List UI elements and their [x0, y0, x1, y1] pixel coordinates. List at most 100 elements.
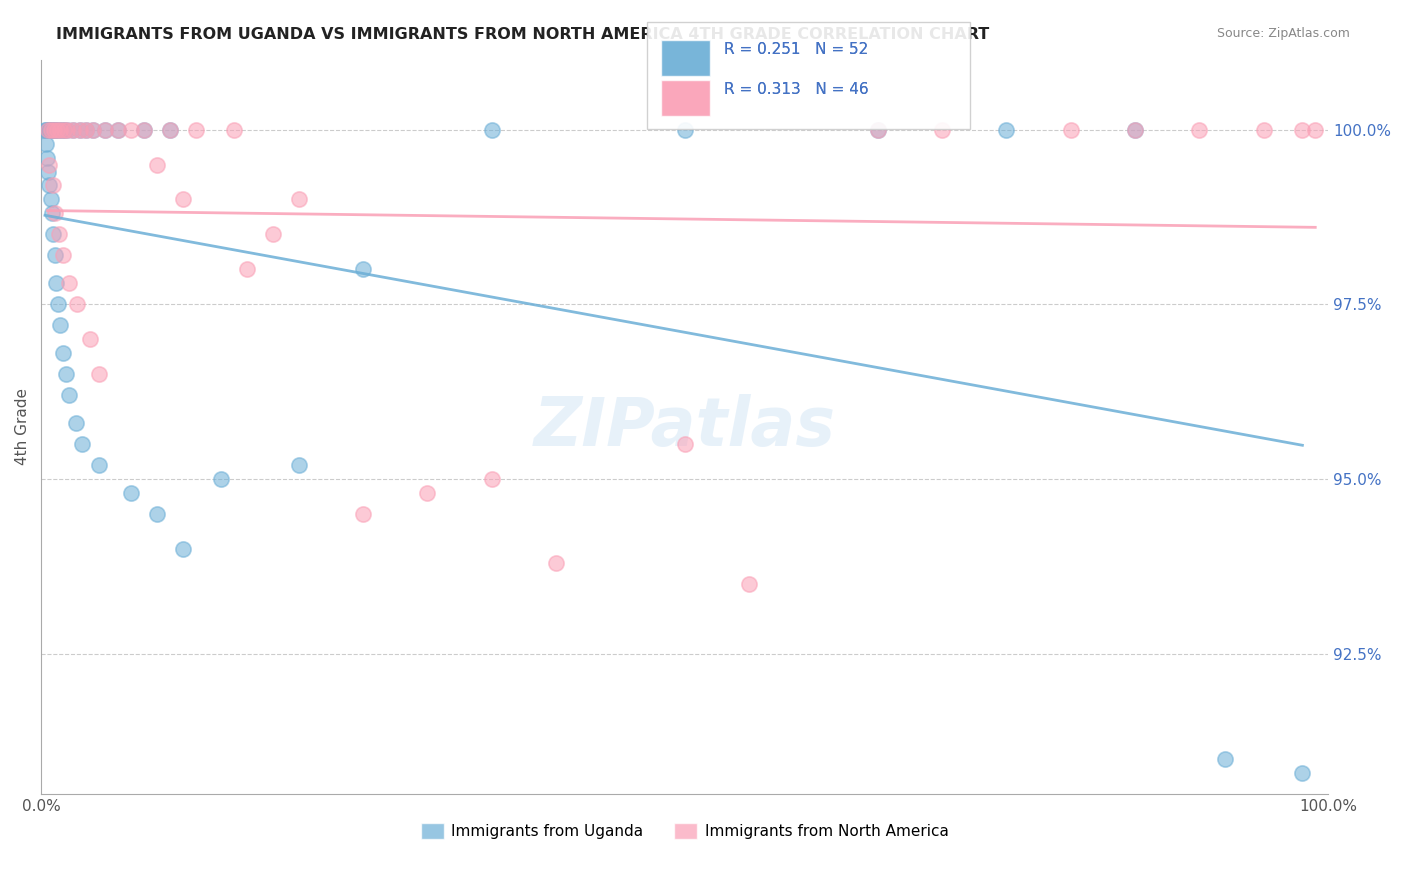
- Point: [42, 122, 65, 136]
- Point: [1188, 122, 1211, 136]
- Point: [41, 178, 63, 193]
- Point: [184, 122, 207, 136]
- Point: [62, 122, 84, 136]
- Point: [1123, 122, 1146, 136]
- Point: [287, 458, 309, 473]
- Point: [209, 472, 232, 486]
- Point: [995, 122, 1018, 136]
- Point: [159, 122, 181, 136]
- Point: [172, 193, 194, 207]
- Point: [41, 206, 63, 220]
- Point: [481, 472, 503, 486]
- Point: [44, 206, 66, 220]
- Point: [44, 122, 66, 136]
- Point: [35, 122, 58, 136]
- Point: [56, 122, 79, 136]
- Point: [34, 122, 56, 136]
- Point: [55, 368, 77, 382]
- Point: [416, 486, 439, 500]
- Point: [1291, 122, 1313, 136]
- Point: [1060, 122, 1083, 136]
- Point: [79, 332, 101, 346]
- Point: [49, 318, 72, 333]
- Point: [673, 122, 696, 136]
- Point: [146, 157, 169, 171]
- Point: [38, 157, 60, 171]
- Point: [69, 122, 91, 136]
- Point: [1253, 122, 1275, 136]
- Point: [146, 507, 169, 521]
- Point: [107, 122, 129, 136]
- Point: [352, 507, 374, 521]
- Point: [39, 193, 62, 207]
- Point: [65, 417, 87, 431]
- Point: [53, 122, 76, 136]
- Point: [159, 122, 181, 136]
- Point: [41, 122, 63, 136]
- Point: [49, 122, 72, 136]
- Point: [34, 136, 56, 151]
- Point: [39, 122, 62, 136]
- Text: R = 0.313   N = 46: R = 0.313 N = 46: [724, 82, 869, 96]
- Point: [132, 122, 155, 136]
- Point: [172, 542, 194, 557]
- Point: [120, 122, 142, 136]
- Text: Source: ZipAtlas.com: Source: ZipAtlas.com: [1216, 27, 1350, 40]
- Point: [38, 178, 60, 193]
- Point: [72, 437, 94, 451]
- Point: [46, 297, 69, 311]
- Point: [352, 262, 374, 277]
- Point: [1123, 122, 1146, 136]
- Point: [866, 122, 889, 136]
- Text: R = 0.251   N = 52: R = 0.251 N = 52: [724, 42, 869, 56]
- Point: [94, 122, 117, 136]
- Point: [37, 164, 59, 178]
- Point: [52, 346, 75, 360]
- Point: [87, 458, 110, 473]
- Point: [41, 122, 63, 136]
- Point: [94, 122, 117, 136]
- Text: IMMIGRANTS FROM UGANDA VS IMMIGRANTS FROM NORTH AMERICA 4TH GRADE CORRELATION CH: IMMIGRANTS FROM UGANDA VS IMMIGRANTS FRO…: [56, 27, 990, 42]
- Point: [44, 248, 66, 262]
- Point: [481, 122, 503, 136]
- Point: [42, 227, 65, 242]
- Text: ZIPatlas: ZIPatlas: [534, 393, 835, 459]
- Point: [262, 227, 284, 242]
- Point: [51, 122, 73, 136]
- Point: [673, 437, 696, 451]
- Point: [45, 277, 67, 291]
- Point: [120, 486, 142, 500]
- Point: [1291, 766, 1313, 780]
- Point: [1303, 122, 1326, 136]
- Point: [37, 122, 59, 136]
- Point: [107, 122, 129, 136]
- Point: [866, 122, 889, 136]
- Point: [236, 262, 259, 277]
- Point: [69, 122, 91, 136]
- Point: [53, 122, 76, 136]
- Point: [48, 227, 70, 242]
- Point: [66, 297, 89, 311]
- Text: R = 0.251   N = 52: R = 0.251 N = 52: [724, 42, 869, 56]
- Point: [1213, 752, 1236, 766]
- Point: [62, 122, 84, 136]
- Point: [48, 122, 70, 136]
- Point: [287, 193, 309, 207]
- Point: [58, 388, 80, 402]
- Point: [931, 122, 953, 136]
- Point: [82, 122, 104, 136]
- Point: [38, 122, 60, 136]
- Point: [224, 122, 246, 136]
- Point: [87, 368, 110, 382]
- Text: R = 0.313   N = 46: R = 0.313 N = 46: [724, 82, 869, 96]
- Legend: Immigrants from Uganda, Immigrants from North America: Immigrants from Uganda, Immigrants from …: [415, 817, 955, 845]
- Point: [52, 248, 75, 262]
- Point: [58, 277, 80, 291]
- Point: [544, 556, 567, 570]
- Point: [45, 122, 67, 136]
- Point: [82, 122, 104, 136]
- Point: [75, 122, 97, 136]
- Point: [75, 122, 97, 136]
- Point: [738, 577, 761, 591]
- Point: [37, 122, 59, 136]
